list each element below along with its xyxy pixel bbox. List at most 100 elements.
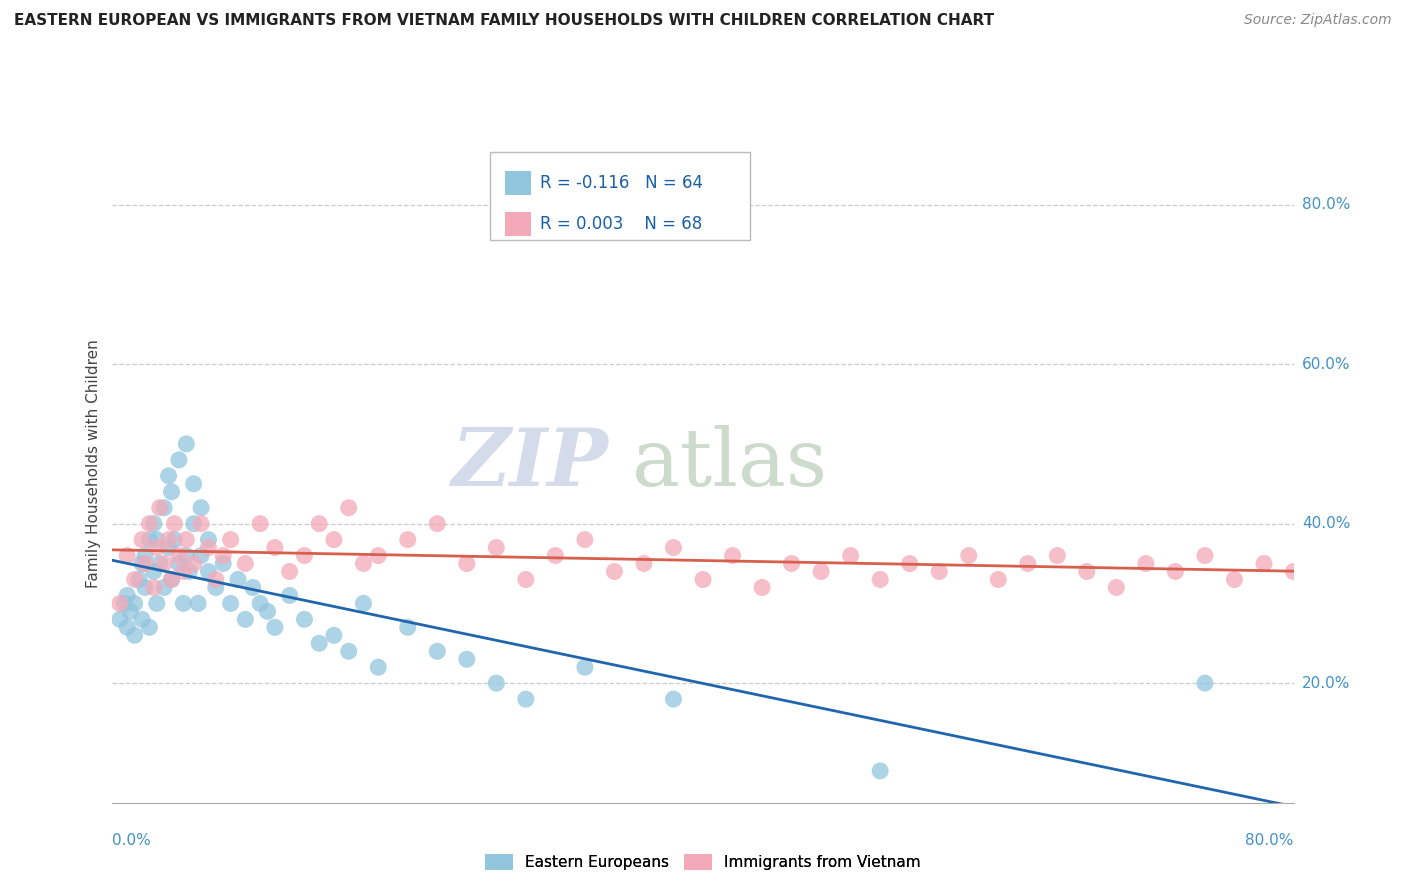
Point bbox=[1046, 549, 1069, 563]
Point bbox=[485, 541, 508, 555]
Point bbox=[179, 565, 201, 579]
Point bbox=[352, 596, 374, 610]
Point bbox=[987, 573, 1010, 587]
Point bbox=[352, 557, 374, 571]
Point bbox=[172, 596, 194, 610]
Point bbox=[153, 581, 176, 595]
Point bbox=[396, 620, 419, 634]
Point bbox=[256, 604, 278, 618]
Point bbox=[183, 557, 205, 571]
Point bbox=[124, 573, 146, 587]
Point bbox=[898, 557, 921, 571]
Point bbox=[174, 549, 197, 563]
Point bbox=[160, 573, 183, 587]
Point bbox=[456, 652, 478, 666]
Point bbox=[1194, 549, 1216, 563]
Point bbox=[160, 573, 183, 587]
Point bbox=[226, 573, 249, 587]
Point bbox=[957, 549, 980, 563]
Text: 80.0%: 80.0% bbox=[1302, 197, 1350, 212]
Point bbox=[149, 557, 172, 571]
Point bbox=[138, 533, 160, 547]
Text: R = 0.003    N = 68: R = 0.003 N = 68 bbox=[540, 215, 702, 234]
Point bbox=[1105, 581, 1128, 595]
Point bbox=[131, 612, 153, 626]
Text: 80.0%: 80.0% bbox=[1246, 833, 1294, 848]
Point bbox=[242, 581, 264, 595]
Point bbox=[167, 453, 190, 467]
Point bbox=[146, 541, 169, 555]
Point bbox=[153, 500, 176, 515]
Point bbox=[869, 573, 891, 587]
Point bbox=[692, 573, 714, 587]
Point bbox=[183, 516, 205, 531]
Point bbox=[544, 549, 567, 563]
Point bbox=[142, 516, 165, 531]
Point bbox=[264, 620, 287, 634]
Point bbox=[197, 565, 219, 579]
Point bbox=[249, 596, 271, 610]
FancyBboxPatch shape bbox=[491, 152, 751, 240]
Point bbox=[157, 468, 180, 483]
Point bbox=[131, 557, 153, 571]
Point bbox=[367, 660, 389, 674]
Point bbox=[1341, 557, 1364, 571]
Text: 0.0%: 0.0% bbox=[112, 833, 152, 848]
Point bbox=[190, 516, 212, 531]
Point bbox=[112, 596, 135, 610]
Point bbox=[515, 573, 537, 587]
Point bbox=[662, 692, 685, 706]
Point bbox=[721, 549, 744, 563]
Point bbox=[212, 557, 235, 571]
Point bbox=[662, 541, 685, 555]
Point bbox=[249, 516, 271, 531]
Point bbox=[292, 612, 315, 626]
Point bbox=[1194, 676, 1216, 690]
Bar bbox=[505, 212, 530, 236]
Text: ZIP: ZIP bbox=[451, 425, 609, 502]
Point bbox=[1076, 565, 1098, 579]
Point bbox=[108, 596, 131, 610]
Point bbox=[633, 557, 655, 571]
Point bbox=[1253, 557, 1275, 571]
Point bbox=[149, 500, 172, 515]
Point bbox=[197, 533, 219, 547]
Text: EASTERN EUROPEAN VS IMMIGRANTS FROM VIETNAM FAMILY HOUSEHOLDS WITH CHILDREN CORR: EASTERN EUROPEAN VS IMMIGRANTS FROM VIET… bbox=[14, 13, 994, 29]
Point bbox=[138, 620, 160, 634]
Text: 60.0%: 60.0% bbox=[1302, 357, 1350, 372]
Point bbox=[160, 484, 183, 499]
Point bbox=[456, 557, 478, 571]
Point bbox=[323, 628, 346, 642]
Point bbox=[574, 533, 596, 547]
Point bbox=[205, 573, 228, 587]
Point bbox=[120, 604, 142, 618]
Text: R = -0.116   N = 64: R = -0.116 N = 64 bbox=[540, 174, 703, 192]
Point bbox=[205, 581, 228, 595]
Point bbox=[172, 565, 194, 579]
Point bbox=[117, 589, 138, 603]
Point bbox=[153, 557, 176, 571]
Point bbox=[183, 476, 205, 491]
Point bbox=[1312, 581, 1334, 595]
Point bbox=[367, 549, 389, 563]
Point bbox=[426, 516, 449, 531]
Point bbox=[167, 549, 190, 563]
Point bbox=[157, 533, 180, 547]
Point bbox=[163, 516, 186, 531]
Point bbox=[928, 565, 950, 579]
Point bbox=[1371, 573, 1393, 587]
Point bbox=[131, 533, 153, 547]
Point bbox=[212, 549, 235, 563]
Point bbox=[278, 589, 301, 603]
Point bbox=[515, 692, 537, 706]
Point bbox=[1135, 557, 1157, 571]
Point bbox=[117, 620, 138, 634]
Text: 40.0%: 40.0% bbox=[1302, 516, 1350, 531]
Point bbox=[810, 565, 832, 579]
Point bbox=[233, 557, 256, 571]
Text: 20.0%: 20.0% bbox=[1302, 675, 1350, 690]
Point bbox=[134, 581, 156, 595]
Point bbox=[190, 500, 212, 515]
Point bbox=[134, 549, 156, 563]
Point bbox=[138, 516, 160, 531]
